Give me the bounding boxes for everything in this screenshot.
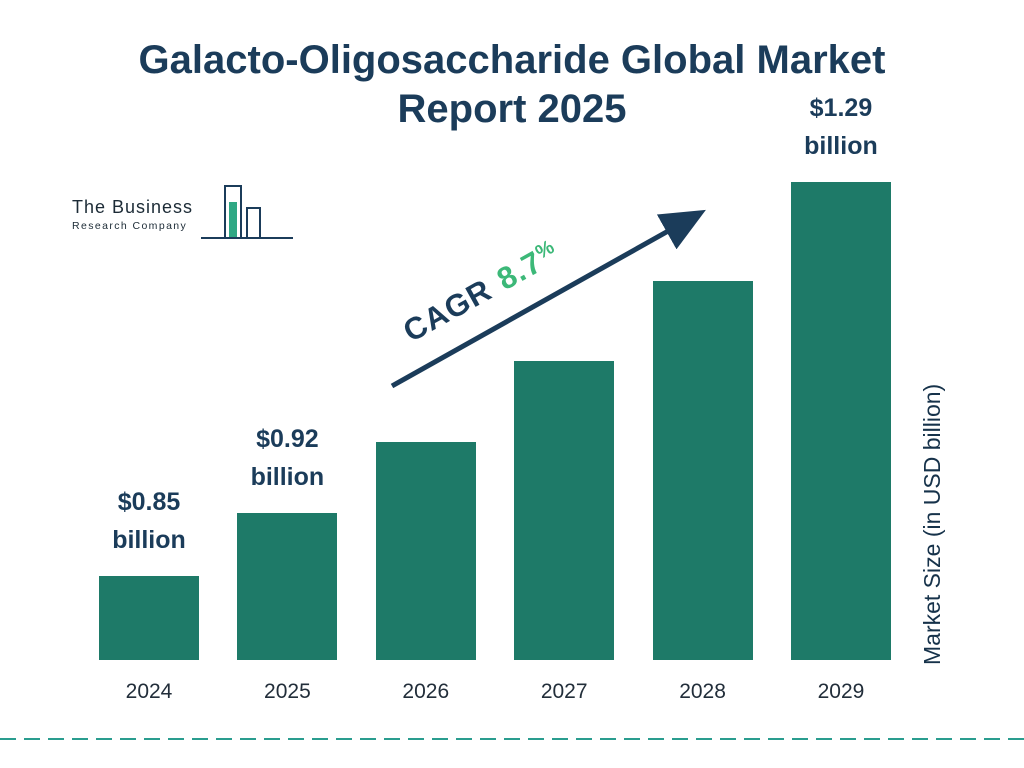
bar-2028 — [652, 281, 753, 660]
logo-name-line1: The Business — [72, 197, 194, 217]
logo-text: The Business Research Company — [72, 197, 193, 246]
bar-column: 2027 — [503, 75, 625, 703]
bar-column: $0.85 billion 2024 — [88, 75, 210, 703]
x-axis-label: 2025 — [264, 680, 311, 703]
logo-name-line2: Research Company — [72, 220, 188, 232]
bar-column: 2028 — [642, 75, 764, 703]
y-axis-label: Market Size (in USD billion) — [919, 383, 945, 665]
bar-chart: $0.85 billion 2024 $0.92 billion 2025 2026 2027… — [88, 75, 902, 703]
bottom-dashed-divider — [0, 738, 1024, 740]
bar-2026 — [375, 442, 476, 660]
bar-value-amount: $0.85 — [117, 487, 181, 516]
bar-2024 — [99, 576, 199, 660]
bar-value-amount: $0.92 — [256, 424, 319, 453]
x-axis-label: 2024 — [125, 680, 173, 703]
bar-value-label: $0.92 billion — [251, 420, 325, 498]
page-title: Galacto-Oligosaccharide Global Market Re… — [138, 38, 886, 131]
bar-value-label: $1.29 billion — [804, 89, 878, 167]
bar-column: $1.29 billion 2029 — [780, 75, 902, 703]
bar-column: $0.92 billion 2025 — [226, 75, 348, 703]
x-axis-label: 2026 — [402, 680, 450, 703]
bar-2027 — [514, 361, 615, 660]
bar-value-unit: billion — [804, 132, 878, 161]
x-axis-label: 2028 — [679, 680, 726, 703]
bar-value-unit: billion — [250, 463, 325, 492]
bar-value-unit: billion — [112, 526, 186, 555]
company-logo: The Business Research Company — [72, 182, 295, 246]
x-axis-label: 2027 — [540, 680, 588, 703]
bar-column: 2026 — [365, 75, 487, 703]
bar-value-amount: $1.29 — [809, 93, 873, 122]
logo-bars-icon — [199, 182, 295, 246]
bar-2029 — [790, 182, 891, 660]
bar-value-label: $0.85 billion — [112, 483, 186, 561]
x-axis-label: 2029 — [817, 680, 865, 703]
bar-2025 — [237, 513, 338, 660]
